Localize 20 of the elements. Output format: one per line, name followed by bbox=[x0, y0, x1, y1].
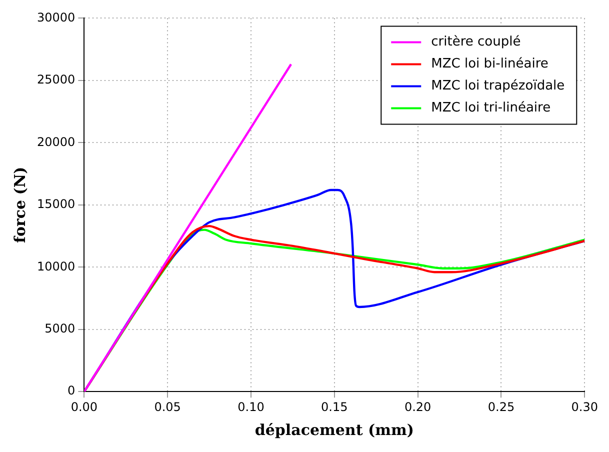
legend-label: MZC loi bi-linéaire bbox=[431, 56, 548, 72]
y-tick-label: 30000 bbox=[36, 10, 76, 24]
x-tick-label: 0.30 bbox=[571, 400, 598, 414]
y-tick-label: 25000 bbox=[36, 72, 76, 87]
x-tick-label: 0.00 bbox=[70, 400, 98, 414]
x-tick-label: 0.10 bbox=[238, 400, 264, 414]
legend-label: critère couplé bbox=[431, 34, 521, 50]
x-tick-label: 0.05 bbox=[154, 400, 181, 414]
x-axis-title: déplacement (mm) bbox=[254, 420, 414, 439]
legend-label: MZC loi tri-linéaire bbox=[431, 100, 551, 116]
y-tick-label: 15000 bbox=[36, 197, 76, 212]
x-tick-label: 0.15 bbox=[321, 400, 348, 414]
x-tick-label: 0.20 bbox=[404, 400, 432, 414]
y-axis-title: force (N) bbox=[10, 166, 29, 243]
y-tick-label: 5000 bbox=[44, 321, 76, 336]
legend-label: MZC loi trapézoïdale bbox=[431, 78, 565, 94]
y-tick-label: 10000 bbox=[36, 259, 76, 274]
y-tick-label: 20000 bbox=[36, 134, 76, 149]
y-tick-label: 0 bbox=[68, 384, 76, 398]
x-tick-label: 0.25 bbox=[488, 400, 515, 414]
